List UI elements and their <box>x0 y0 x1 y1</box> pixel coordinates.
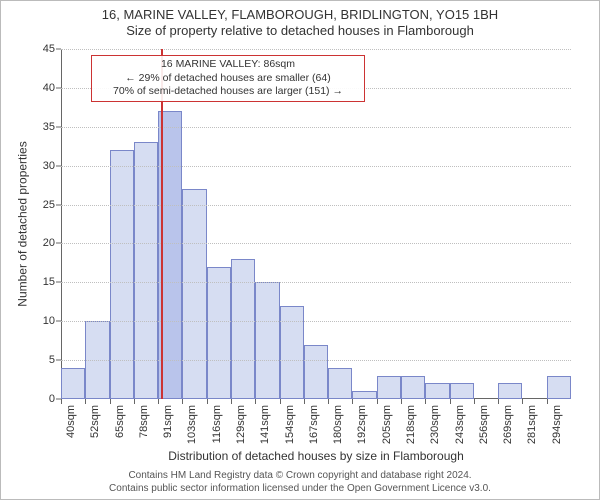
x-tick-mark <box>280 399 281 404</box>
chart-plot-area: 051015202530354045 40sqm52sqm65sqm78sqm9… <box>61 49 571 399</box>
histogram-bar <box>401 376 425 399</box>
y-tick-label: 35 <box>43 121 61 133</box>
x-tick-label: 180sqm <box>332 405 344 444</box>
histogram-bar <box>255 282 279 399</box>
gridline-h <box>61 360 571 361</box>
y-axis-label-text: Number of detached properties <box>16 141 30 306</box>
annotation-line-3: 70% of semi-detached houses are larger (… <box>98 85 358 99</box>
x-tick-label: 52sqm <box>89 405 101 438</box>
histogram-bar <box>182 189 206 399</box>
gridline-h <box>61 49 571 50</box>
annotation-line-1: 16 MARINE VALLEY: 86sqm <box>98 58 358 72</box>
histogram-bar <box>377 376 401 399</box>
x-tick-label: 192sqm <box>356 405 368 444</box>
gridline-h <box>61 166 571 167</box>
y-tick-label: 0 <box>49 393 61 405</box>
histogram-bar <box>450 383 474 399</box>
histogram-bar <box>425 383 449 399</box>
gridline-h <box>61 243 571 244</box>
x-tick-label: 154sqm <box>284 405 296 444</box>
x-tick-label: 256sqm <box>478 405 490 444</box>
x-tick-mark <box>352 399 353 404</box>
x-tick-mark <box>328 399 329 404</box>
x-tick-label: 205sqm <box>381 405 393 444</box>
histogram-bar <box>280 306 304 399</box>
histogram-bar <box>352 391 376 399</box>
x-tick-mark <box>61 399 62 404</box>
x-tick-mark <box>425 399 426 404</box>
x-tick-mark <box>134 399 135 404</box>
histogram-bar <box>231 259 255 399</box>
x-tick-mark <box>85 399 86 404</box>
x-tick-label: 40sqm <box>65 405 77 438</box>
x-tick-label: 141sqm <box>259 405 271 444</box>
gridline-h <box>61 321 571 322</box>
histogram-bar <box>61 368 85 399</box>
annotation-line-2: ← 29% of detached houses are smaller (64… <box>98 72 358 86</box>
x-tick-mark <box>474 399 475 404</box>
y-tick-label: 15 <box>43 276 61 288</box>
y-tick-label: 20 <box>43 237 61 249</box>
x-tick-label: 65sqm <box>114 405 126 438</box>
annotation-box: 16 MARINE VALLEY: 86sqm ← 29% of detache… <box>91 55 365 102</box>
x-tick-mark <box>304 399 305 404</box>
y-axis-label: Number of detached properties <box>15 49 31 399</box>
x-tick-mark <box>498 399 499 404</box>
histogram-bar <box>110 150 134 399</box>
x-tick-mark <box>522 399 523 404</box>
gridline-h <box>61 282 571 283</box>
x-tick-label: 269sqm <box>502 405 514 444</box>
x-tick-label: 103sqm <box>186 405 198 444</box>
x-tick-mark <box>207 399 208 404</box>
y-tick-label: 45 <box>43 43 61 55</box>
histogram-bar <box>498 383 522 399</box>
x-tick-label: 230sqm <box>429 405 441 444</box>
x-tick-mark <box>231 399 232 404</box>
footer-line-2: Contains public sector information licen… <box>1 483 599 496</box>
x-tick-label: 116sqm <box>211 405 223 443</box>
histogram-bar <box>207 267 231 399</box>
y-tick-label: 5 <box>49 354 61 366</box>
x-tick-mark <box>377 399 378 404</box>
x-tick-label: 78sqm <box>138 405 150 438</box>
x-tick-label: 167sqm <box>308 405 320 444</box>
title-line-1: 16, MARINE VALLEY, FLAMBOROUGH, BRIDLING… <box>1 7 599 23</box>
chart-titles: 16, MARINE VALLEY, FLAMBOROUGH, BRIDLING… <box>1 1 599 40</box>
gridline-h <box>61 127 571 128</box>
x-tick-label: 218sqm <box>405 405 417 444</box>
x-tick-label: 91sqm <box>162 405 174 438</box>
x-tick-label: 281sqm <box>526 405 538 444</box>
x-tick-label: 129sqm <box>235 405 247 444</box>
attribution-footer: Contains HM Land Registry data © Crown c… <box>1 470 599 495</box>
histogram-bar <box>304 345 328 399</box>
y-tick-label: 30 <box>43 160 61 172</box>
x-tick-mark <box>401 399 402 404</box>
x-tick-label: 243sqm <box>454 405 466 444</box>
x-tick-mark <box>110 399 111 404</box>
x-tick-label: 294sqm <box>551 405 563 444</box>
x-tick-mark <box>547 399 548 404</box>
title-line-2: Size of property relative to detached ho… <box>1 23 599 39</box>
x-tick-mark <box>182 399 183 404</box>
y-tick-label: 10 <box>43 315 61 327</box>
footer-line-1: Contains HM Land Registry data © Crown c… <box>1 470 599 483</box>
histogram-bar <box>547 376 571 399</box>
histogram-bar <box>328 368 352 399</box>
x-tick-mark <box>158 399 159 404</box>
x-tick-mark <box>450 399 451 404</box>
y-tick-label: 40 <box>43 82 61 94</box>
gridline-h <box>61 205 571 206</box>
y-tick-label: 25 <box>43 199 61 211</box>
x-axis-label: Distribution of detached houses by size … <box>61 449 571 463</box>
x-tick-mark <box>255 399 256 404</box>
